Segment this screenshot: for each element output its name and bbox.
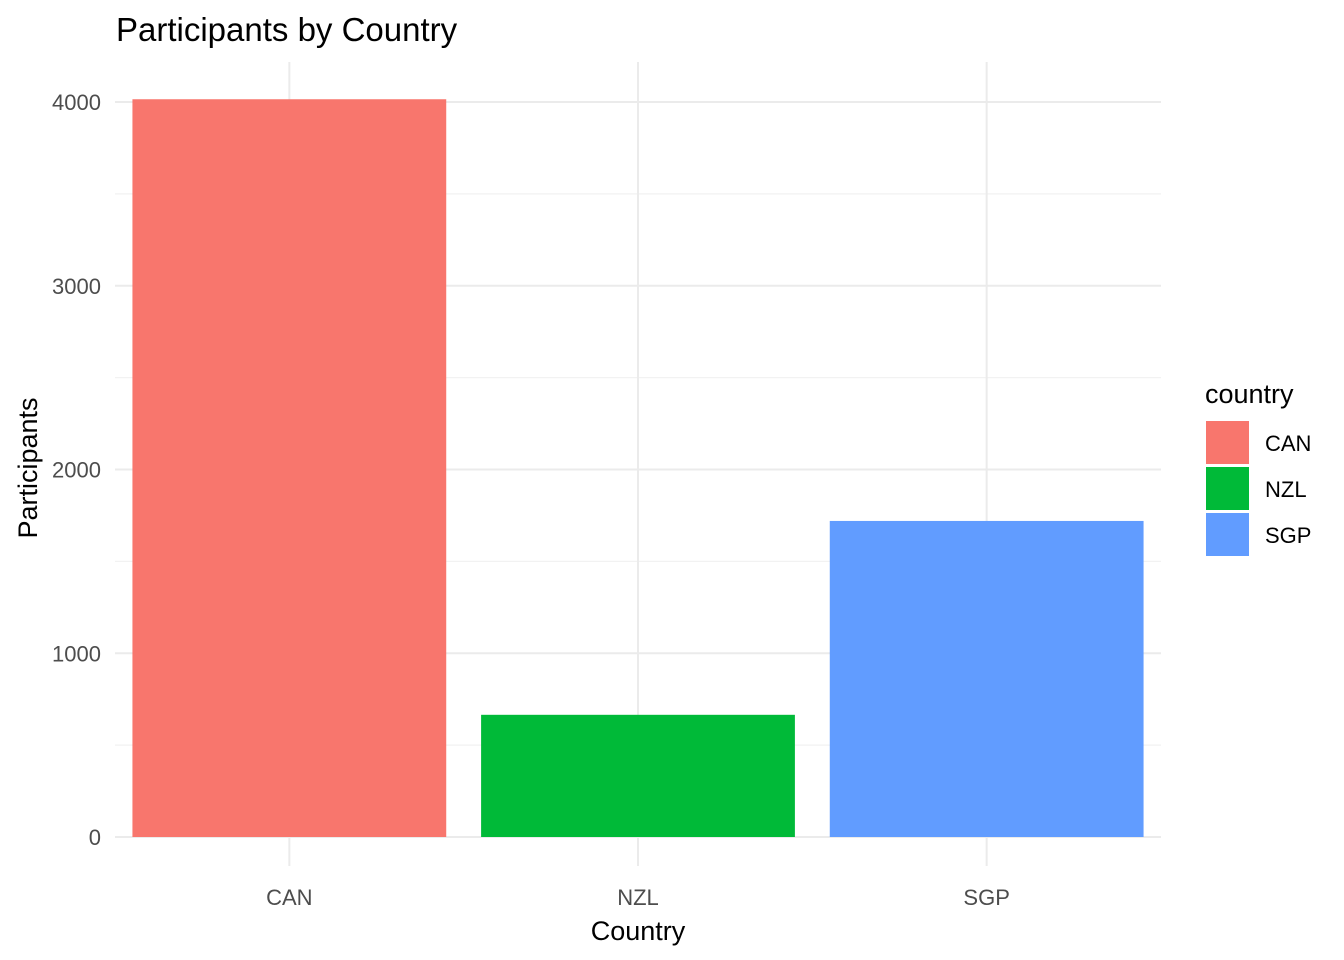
x-tick-label: NZL: [617, 885, 659, 910]
x-axis-title: Country: [591, 916, 686, 946]
legend-items: CAN NZL SGP: [1206, 421, 1311, 556]
bar-nzl: [481, 714, 795, 837]
legend-swatch-nzl: [1206, 467, 1249, 510]
y-tick-label: 3000: [52, 274, 101, 299]
chart-title: Participants by Country: [116, 11, 458, 48]
bar-sgp: [829, 520, 1144, 837]
bars: [132, 99, 1144, 837]
y-tick-label: 2000: [52, 458, 101, 483]
legend-swatch-can: [1206, 421, 1249, 464]
legend-title: country: [1205, 379, 1294, 409]
y-axis-title: Participants: [13, 397, 43, 538]
x-tick-label: SGP: [963, 885, 1009, 910]
legend: country CAN NZL SGP: [1205, 379, 1311, 556]
y-tick-label: 0: [89, 825, 101, 850]
y-tick-label: 4000: [52, 90, 101, 115]
legend-label-can: CAN: [1265, 431, 1311, 456]
x-tick-label: CAN: [266, 885, 312, 910]
legend-label-sgp: SGP: [1265, 523, 1311, 548]
y-tick-label: 1000: [52, 641, 101, 666]
y-axis-ticks: 0 1000 2000 3000 4000: [52, 90, 101, 850]
legend-swatch-sgp: [1206, 513, 1249, 556]
legend-label-nzl: NZL: [1265, 477, 1307, 502]
bar-can: [132, 99, 447, 837]
x-axis-ticks: CAN NZL SGP: [266, 885, 1010, 910]
